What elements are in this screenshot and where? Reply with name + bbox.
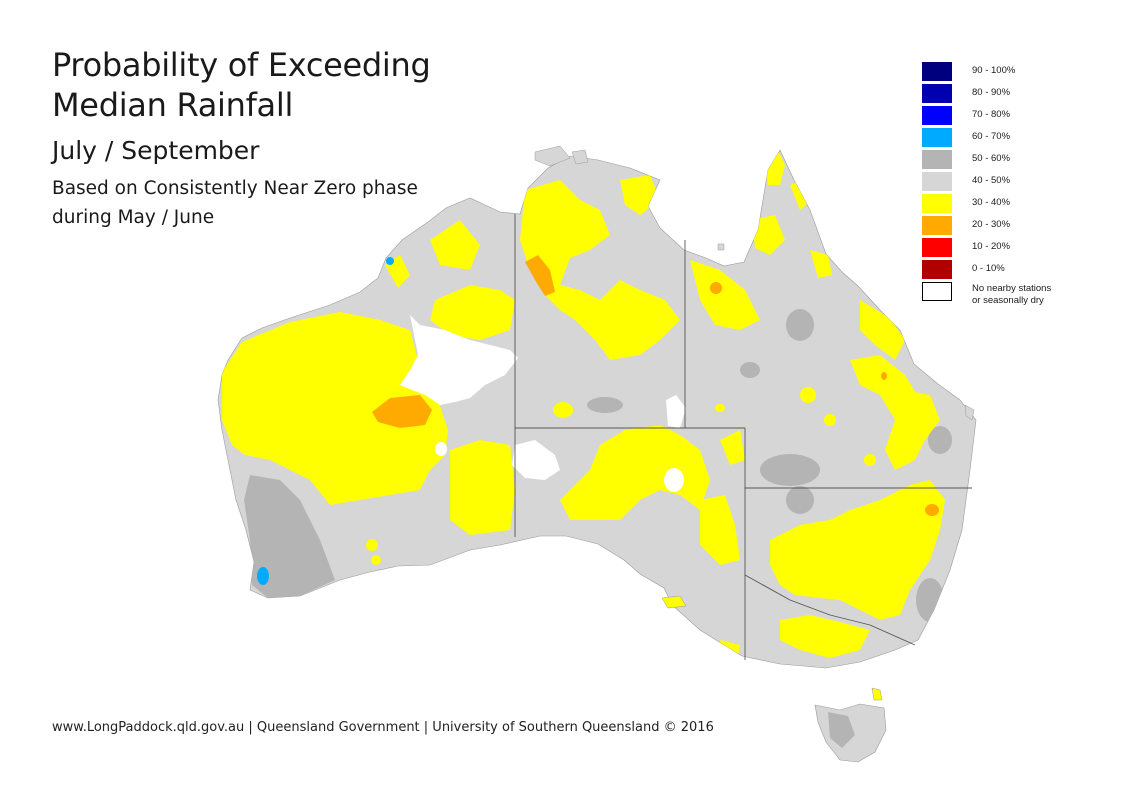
legend-label: 50 - 60% <box>972 153 1011 164</box>
legend-item: 50 - 60% <box>922 150 1122 170</box>
legend-swatch <box>922 150 952 169</box>
legend-item: 70 - 80% <box>922 106 1122 126</box>
legend-swatch <box>922 194 952 213</box>
legend-swatch <box>922 238 952 257</box>
legend-item: 40 - 50% <box>922 172 1122 192</box>
map-title-line1: Probability of Exceeding <box>52 46 431 84</box>
legend-item: 90 - 100% <box>922 62 1122 82</box>
zone-20-30 <box>372 255 939 516</box>
legend-label: 80 - 90% <box>972 87 1011 98</box>
legend-item: 20 - 30% <box>922 216 1122 236</box>
zone-no-data <box>400 315 686 492</box>
legend-label: 90 - 100% <box>972 65 1016 76</box>
legend-label: 30 - 40% <box>972 197 1011 208</box>
zone-60-70 <box>257 257 394 585</box>
state-borders <box>514 214 972 660</box>
map-note-line2: during May / June <box>52 207 215 228</box>
legend-swatch <box>922 260 952 279</box>
legend-swatch <box>922 62 952 81</box>
islands <box>534 145 975 701</box>
map-note-line1: Based on Consistently Near Zero phase <box>52 178 418 199</box>
legend-item: 10 - 20% <box>922 238 1122 258</box>
legend-label-line1: No nearby stations <box>972 283 1052 294</box>
legend-item: 30 - 40% <box>922 194 1122 214</box>
legend-label: 20 - 30% <box>972 219 1011 230</box>
legend-label: 70 - 80% <box>972 109 1011 120</box>
legend-swatch <box>922 216 952 235</box>
footer-credits: www.LongPaddock.qld.gov.au | Queensland … <box>52 720 714 735</box>
map-title-line2: Median Rainfall <box>52 86 294 124</box>
legend-label: No nearby stations or seasonally dry <box>972 283 1051 307</box>
zone-30-40 <box>222 150 945 658</box>
legend-label: 60 - 70% <box>972 131 1011 142</box>
legend-item: 80 - 90% <box>922 84 1122 104</box>
legend-item: 0 - 10% <box>922 260 1122 280</box>
legend-label: 10 - 20% <box>972 241 1011 252</box>
legend-swatch <box>922 282 952 301</box>
legend-label: 0 - 10% <box>972 263 1005 274</box>
legend-item: 60 - 70% <box>922 128 1122 148</box>
legend-label-line2: or seasonally dry <box>972 295 1044 306</box>
legend-item: No nearby stations or seasonally dry <box>922 282 1122 312</box>
legend-label: 40 - 50% <box>972 175 1011 186</box>
tasmania-dark <box>828 712 855 748</box>
legend-swatch <box>922 106 952 125</box>
map-period: July / September <box>52 136 260 165</box>
legend-swatch <box>922 84 952 103</box>
legend-swatch <box>922 128 952 147</box>
legend-swatch <box>922 172 952 191</box>
